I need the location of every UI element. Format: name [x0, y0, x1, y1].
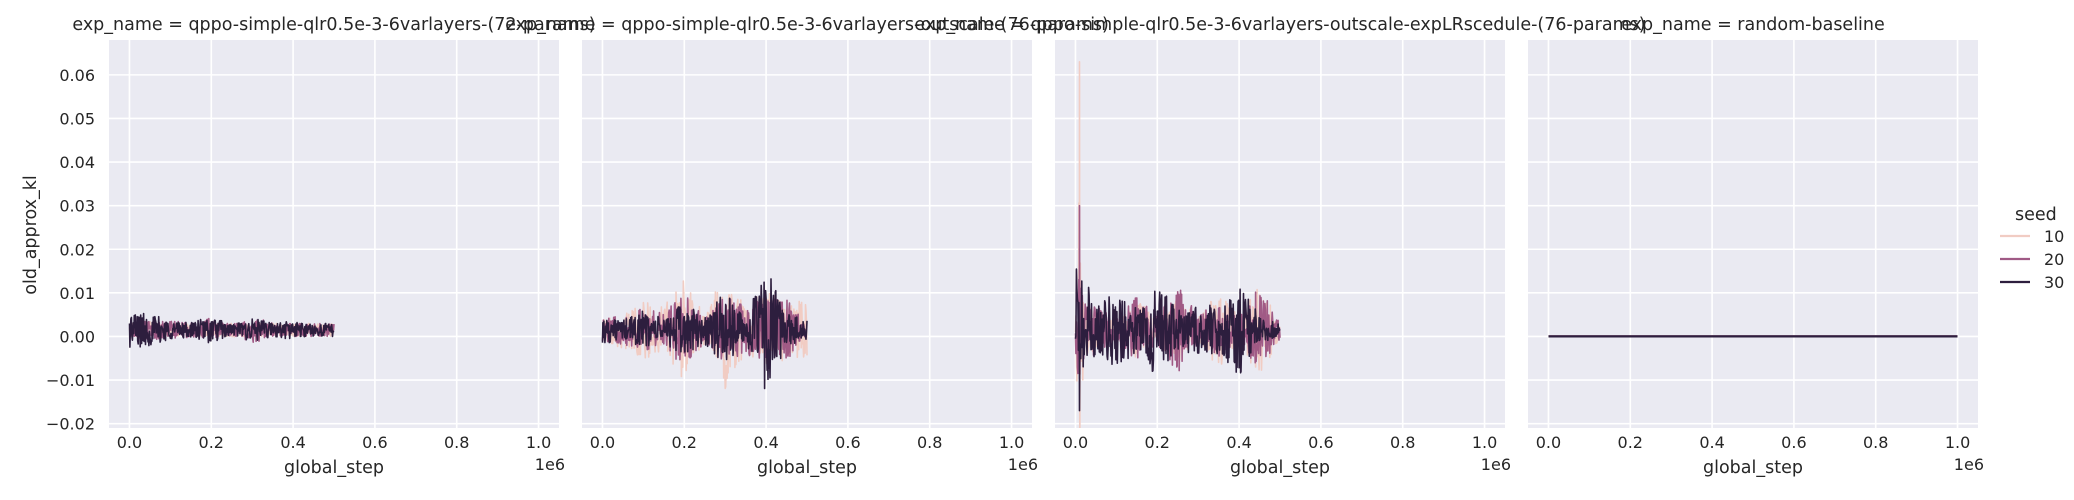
x-tick-label: 0.6: [1308, 433, 1333, 452]
x-tick-label: 0.6: [362, 433, 387, 452]
legend-label: 10: [2044, 227, 2064, 246]
x-tick-label: 0.6: [835, 433, 860, 452]
facet-panel: 0.0 0.2 0.4 0.6 0.8 1.0 1e6 global_step exp_name…: [914, 15, 1645, 478]
y-tick-label: 0.02: [59, 240, 95, 259]
x-tick-label: 0.8: [1863, 433, 1888, 452]
x-tick-label: 0.2: [1145, 433, 1170, 452]
x-tick-label: 1.0: [526, 433, 551, 452]
panel-background: [1528, 40, 1978, 428]
panel-title: exp_name = qppo-simple-qlr0.5e-3-6varlay…: [505, 15, 1109, 35]
panel-background: [582, 40, 1032, 428]
y-tick-label: −0.02: [46, 415, 95, 434]
series-line: [128, 312, 335, 348]
x-axis-label: global_step: [1703, 458, 1803, 478]
x-tick-label: 1.0: [1472, 433, 1497, 452]
x-offset-label: 1e6: [1008, 455, 1038, 474]
x-tick-label: 0.4: [1699, 433, 1724, 452]
x-tick-label: 0.8: [917, 433, 942, 452]
facet-panels: 0.0 0.2 0.4 0.6 0.8 1.0 1e6 global_step −0.02 −0.…: [46, 15, 1984, 478]
x-tick-label: 0.2: [1618, 433, 1643, 452]
y-axis-label: old_approx_kl: [21, 175, 41, 294]
x-tick-label: 0.8: [1390, 433, 1415, 452]
x-tick-label: 0.0: [1063, 433, 1088, 452]
x-tick-label: 0.0: [117, 433, 142, 452]
x-tick-label: 1.0: [999, 433, 1024, 452]
legend-label: 20: [2044, 250, 2064, 269]
facet-panel: 0.0 0.2 0.4 0.6 0.8 1.0 1e6 global_step exp_name…: [1528, 15, 1984, 478]
legend: seed 10 20 30: [2000, 205, 2064, 292]
x-tick-label: 0.8: [444, 433, 469, 452]
x-tick-label: 0.2: [672, 433, 697, 452]
x-tick-label: 0.0: [1536, 433, 1561, 452]
panel-title: exp_name = qppo-simple-qlr0.5e-3-6varlay…: [72, 15, 595, 35]
x-offset-label: 1e6: [1481, 455, 1511, 474]
y-tick-label: 0.04: [59, 153, 95, 172]
legend-title: seed: [2015, 205, 2057, 225]
y-tick-label: −0.01: [46, 371, 95, 390]
panel-background: [1055, 40, 1505, 428]
x-tick-label: 0.6: [1781, 433, 1806, 452]
x-axis-label: global_step: [284, 458, 384, 478]
x-tick-label: 0.4: [1226, 433, 1251, 452]
panel-background: [109, 40, 559, 428]
x-axis-label: global_step: [757, 458, 857, 478]
panel-title: exp_name = qppo-simple-qlr0.5e-3-6varlay…: [914, 15, 1645, 35]
series-line: [601, 278, 808, 390]
x-tick-label: 0.4: [753, 433, 778, 452]
x-axis-label: global_step: [1230, 458, 1330, 478]
facet-panel: 0.0 0.2 0.4 0.6 0.8 1.0 1e6 global_step exp_name…: [505, 15, 1109, 478]
y-tick-label: 0.05: [59, 109, 95, 128]
series-line: [1074, 268, 1281, 412]
x-offset-label: 1e6: [535, 455, 565, 474]
y-tick-label: 0.01: [59, 284, 95, 303]
x-tick-label: 0.0: [590, 433, 615, 452]
y-tick-label: 0.06: [59, 66, 95, 85]
legend-label: 30: [2044, 273, 2064, 292]
y-tick-label: 0.03: [59, 197, 95, 216]
y-tick-label: 0.00: [59, 327, 95, 346]
panel-title: exp_name = random-baseline: [1621, 15, 1885, 35]
x-tick-label: 1.0: [1945, 433, 1970, 452]
x-tick-label: 0.2: [199, 433, 224, 452]
x-tick-label: 0.4: [280, 433, 305, 452]
facet-panel: 0.0 0.2 0.4 0.6 0.8 1.0 1e6 global_step −0.02 −0.…: [46, 15, 596, 478]
x-offset-label: 1e6: [1954, 455, 1984, 474]
